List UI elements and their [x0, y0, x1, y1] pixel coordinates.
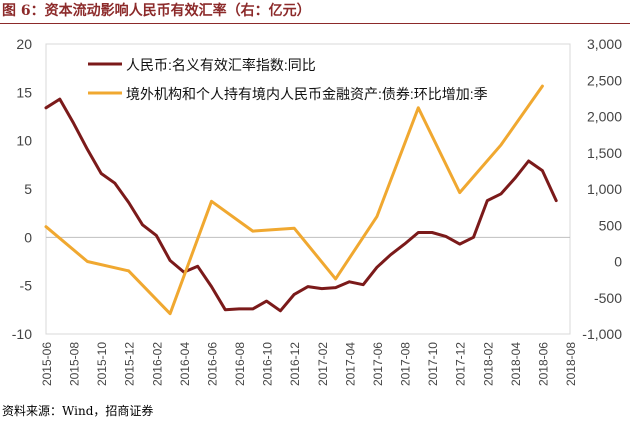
x-tick-label: 2016-02 — [150, 342, 164, 386]
right-tick-label: 1,500 — [587, 145, 622, 161]
right-tick-label: 0 — [614, 254, 622, 270]
right-tick-label: 1,000 — [587, 181, 622, 197]
x-tick-label: 2016-12 — [288, 342, 302, 386]
x-tick-label: 2018-06 — [536, 342, 550, 386]
series-line-rmb-neer-yoy — [44, 97, 558, 313]
left-tick-label: 5 — [24, 181, 32, 197]
right-tick-label: 500 — [599, 217, 623, 233]
left-tick-label: 20 — [16, 36, 32, 52]
left-tick-label: -10 — [12, 326, 32, 342]
left-axis: -10 -5 0 5 10 15 20 — [12, 36, 32, 342]
x-tick-label: 2017-06 — [371, 342, 385, 386]
x-tick-label: 2016-10 — [261, 342, 275, 386]
x-tick-label: 2017-04 — [343, 342, 357, 386]
legend-label-bonds: 境外机构和个人持有境内人民币金融资产:债券:环比增加:季 — [126, 86, 488, 102]
x-tick-label: 2015-06 — [40, 342, 54, 386]
right-tick-label: -1,000 — [582, 326, 622, 342]
left-tick-label: 0 — [24, 229, 32, 245]
right-tick-label: 2,500 — [587, 72, 622, 88]
chart: -10 -5 0 5 10 15 20 -1,000 -500 0 500 1,000 1,500 2,… — [12, 36, 622, 386]
x-tick-label: 2017-02 — [316, 342, 330, 386]
x-tick-label: 2017-12 — [454, 342, 468, 386]
legend: 人民币:名义有效汇率指数:同比 境外机构和个人持有境内人民币金融资产:债券:环比… — [88, 57, 488, 102]
right-axis: -1,000 -500 0 500 1,000 1,500 2,000 2,500 3,000 — [582, 36, 622, 342]
x-tick-label: 2015-12 — [123, 342, 137, 386]
x-tick-label: 2018-02 — [481, 342, 495, 386]
left-tick-label: 15 — [16, 84, 32, 100]
plot-frame — [45, 43, 571, 335]
x-tick-label: 2015-10 — [95, 342, 109, 386]
x-tick-label: 2015-08 — [68, 342, 82, 386]
right-tick-label: 2,000 — [587, 109, 622, 125]
legend-label-rmb: 人民币:名义有效汇率指数:同比 — [126, 57, 316, 73]
right-tick-label: -500 — [594, 290, 622, 306]
series-lines — [44, 84, 558, 316]
source-note: 资料来源：Wind，招商证券 — [2, 404, 154, 418]
series-line-foreign-bond-holdings — [44, 84, 544, 316]
left-tick-label: 10 — [16, 133, 32, 149]
x-tick-label: 2017-10 — [426, 342, 440, 386]
x-tick-label: 2017-08 — [399, 342, 413, 386]
x-tick-label: 2016-06 — [205, 342, 219, 386]
x-tick-label: 2018-08 — [564, 342, 578, 386]
left-tick-label: -5 — [20, 278, 33, 294]
right-tick-label: 3,000 — [587, 36, 622, 52]
x-tick-label: 2016-04 — [178, 342, 192, 386]
figure-caption: 图 6：资本流动影响人民币有效汇率（右：亿元） — [0, 0, 630, 24]
x-tick-label: 2016-08 — [233, 342, 247, 386]
x-axis: 2015-06 2015-08 2015-10 2015-12 2016-02 2016-… — [40, 342, 578, 386]
x-tick-label: 2018-04 — [509, 342, 523, 386]
